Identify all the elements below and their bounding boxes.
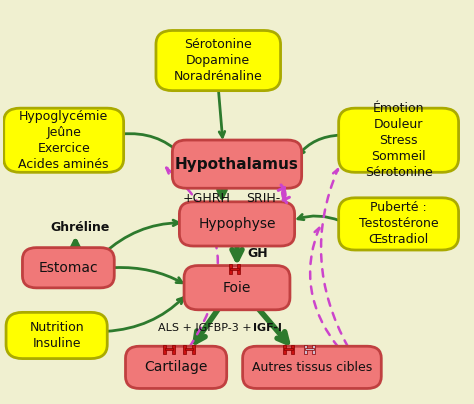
FancyBboxPatch shape [305,348,314,350]
Text: Hypoglycémie
Jeûne
Exercice
Acides aminés: Hypoglycémie Jeûne Exercice Acides aminé… [18,110,109,171]
Text: ALS + IGFBP-3 +: ALS + IGFBP-3 + [158,322,255,332]
Text: Autres tissus cibles: Autres tissus cibles [252,361,372,374]
FancyBboxPatch shape [165,348,173,350]
FancyBboxPatch shape [173,140,301,188]
Text: Estomac: Estomac [38,261,98,275]
FancyBboxPatch shape [184,265,290,310]
FancyBboxPatch shape [338,198,458,250]
FancyBboxPatch shape [291,345,294,354]
FancyBboxPatch shape [126,346,227,389]
Text: Hypothalamus: Hypothalamus [175,157,299,172]
Text: Nutrition
Insuline: Nutrition Insuline [29,321,84,350]
Text: GH: GH [248,247,268,260]
FancyBboxPatch shape [283,345,286,354]
FancyBboxPatch shape [6,312,107,359]
Text: +GHRH: +GHRH [182,191,230,204]
Text: Foie: Foie [223,281,251,295]
FancyBboxPatch shape [304,345,307,354]
FancyBboxPatch shape [179,202,295,246]
FancyBboxPatch shape [229,264,232,274]
FancyBboxPatch shape [237,264,240,274]
FancyBboxPatch shape [183,345,186,354]
FancyBboxPatch shape [312,345,315,354]
Text: Émotion
Douleur
Stress
Sommeil
Sérotonine: Émotion Douleur Stress Sommeil Sérotonin… [365,102,432,179]
FancyBboxPatch shape [22,248,114,288]
Text: Cartilage: Cartilage [145,360,208,375]
Text: Ghréline: Ghréline [50,221,110,234]
Text: IGF-I: IGF-I [253,322,282,332]
Text: Hypophyse: Hypophyse [198,217,276,231]
FancyBboxPatch shape [230,268,239,270]
FancyBboxPatch shape [243,346,381,389]
Text: SRIH-: SRIH- [246,191,280,204]
FancyBboxPatch shape [192,345,195,354]
FancyBboxPatch shape [4,108,124,173]
FancyBboxPatch shape [185,348,193,350]
FancyBboxPatch shape [156,30,281,90]
FancyBboxPatch shape [338,108,458,173]
Text: Sérotonine
Dopamine
Noradrénaline: Sérotonine Dopamine Noradrénaline [174,38,263,83]
FancyBboxPatch shape [172,345,175,354]
FancyBboxPatch shape [163,345,166,354]
Text: Puberté :
Testostérone
Œstradiol: Puberté : Testostérone Œstradiol [359,202,438,246]
FancyBboxPatch shape [284,348,293,350]
